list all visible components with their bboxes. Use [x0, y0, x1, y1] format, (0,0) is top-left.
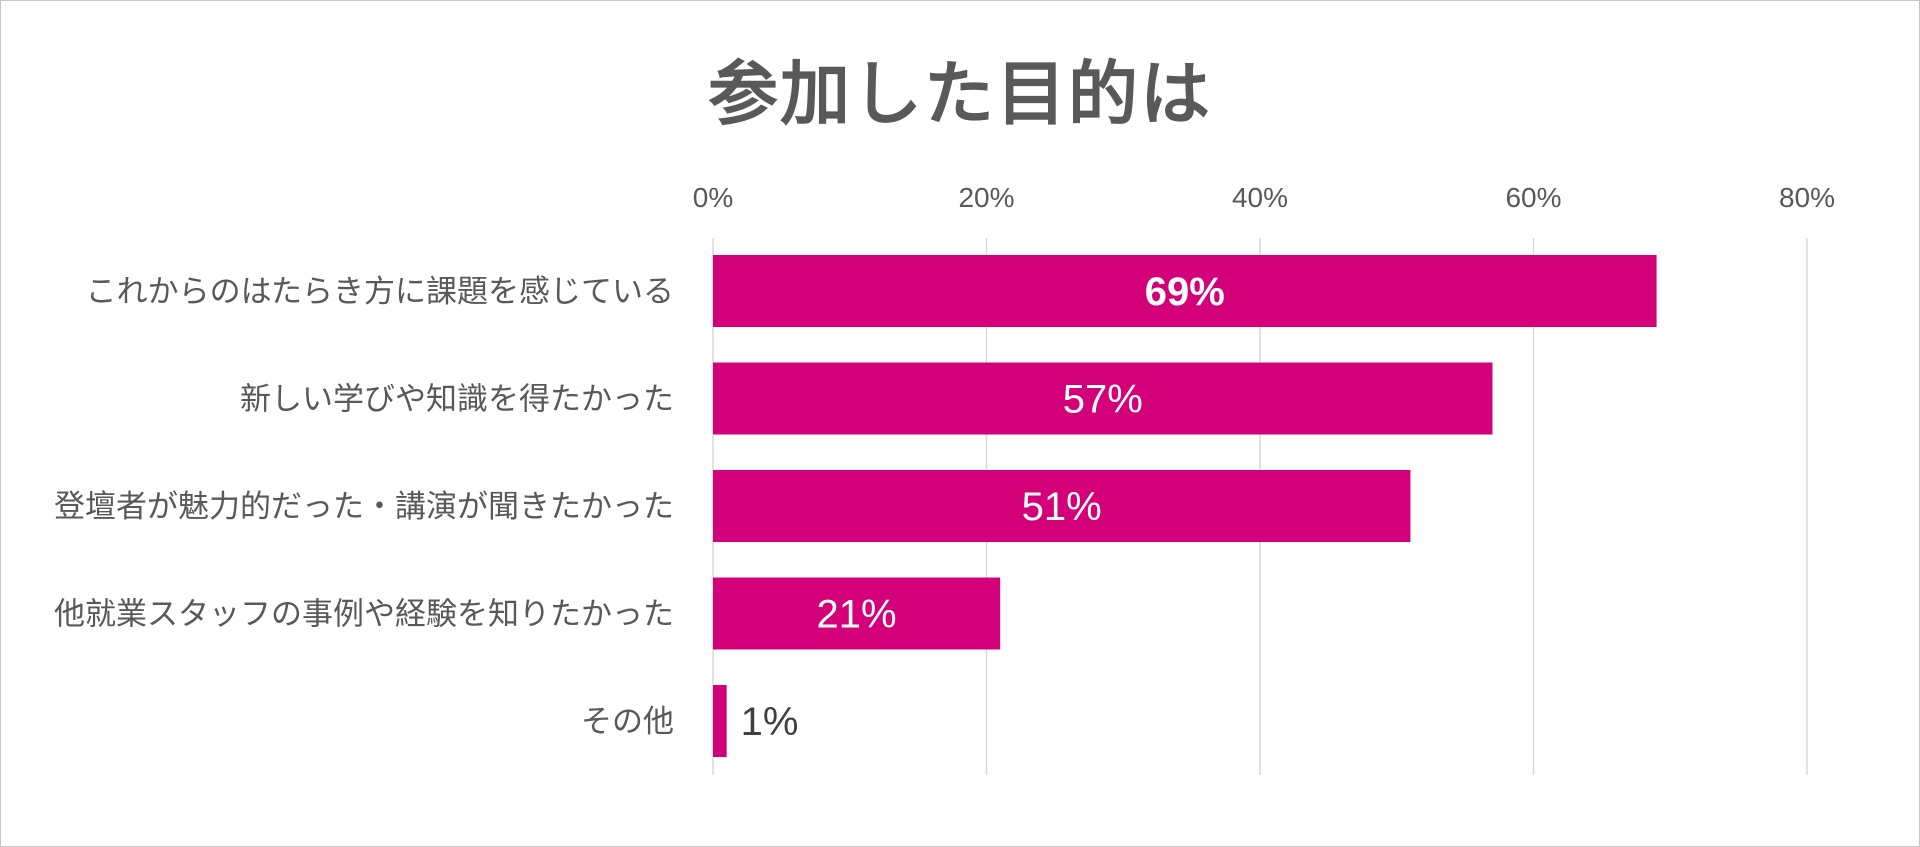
- x-tick-label: 60%: [1505, 182, 1561, 213]
- bar: [713, 362, 1493, 435]
- bar: [713, 255, 1657, 327]
- bar: [713, 577, 1001, 650]
- data-label: 21%: [817, 593, 897, 637]
- category-label: 新しい学びや知識を得たかった: [240, 382, 674, 418]
- category-label: これからのはたらき方に課題を感じている: [86, 274, 674, 310]
- data-label: 1%: [741, 700, 799, 744]
- data-label: 69%: [1145, 270, 1225, 314]
- data-label: 57%: [1063, 378, 1143, 422]
- x-tick-label: 40%: [1232, 182, 1288, 213]
- data-label: 51%: [1022, 485, 1102, 529]
- bar: [713, 470, 1411, 542]
- bar: [713, 685, 727, 757]
- chart-title: 参加した目的は: [708, 53, 1212, 135]
- category-label: 登壇者が魅力的だった・講演が聞きたかった: [54, 489, 674, 525]
- category-label: 他就業スタッフの事例や経験を知りたかった: [54, 597, 674, 633]
- category-label: その他: [581, 704, 674, 740]
- x-tick-label: 0%: [693, 182, 733, 213]
- x-tick-label: 20%: [958, 182, 1014, 213]
- x-tick-label: 80%: [1779, 182, 1835, 213]
